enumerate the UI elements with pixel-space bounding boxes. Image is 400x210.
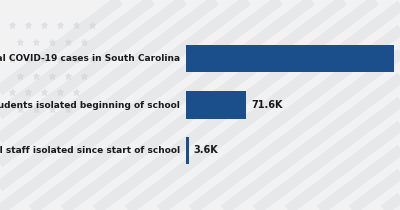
Text: Total staff isolated since start of school: Total staff isolated since start of scho… xyxy=(0,146,180,155)
Text: Total COVID-19 cases in South Carolina: Total COVID-19 cases in South Carolina xyxy=(0,54,180,63)
Text: Total students isolated beginning of school: Total students isolated beginning of sch… xyxy=(0,101,180,109)
Bar xyxy=(186,136,189,164)
Text: 3.6K: 3.6K xyxy=(194,145,218,155)
Text: 246.8K: 246.8K xyxy=(399,54,400,64)
Bar xyxy=(186,45,394,72)
Text: 71.6K: 71.6K xyxy=(251,100,283,110)
Bar xyxy=(186,91,246,119)
